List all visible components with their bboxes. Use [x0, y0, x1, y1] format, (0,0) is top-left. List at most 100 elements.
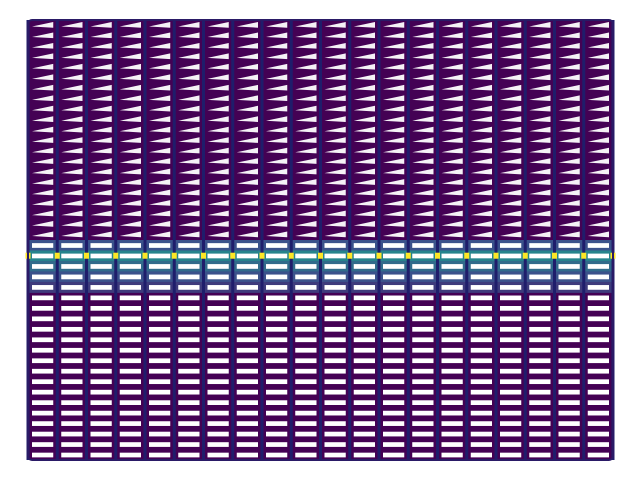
- flow-glyph: [353, 84, 375, 91]
- flow-bar: [500, 316, 522, 322]
- flow-glyph: [383, 105, 405, 112]
- flow-glyph: [236, 22, 258, 28]
- flow-glyph: [236, 95, 258, 102]
- flow-bar: [178, 358, 200, 364]
- flow-bar: [90, 295, 112, 301]
- flow-bar: [295, 295, 317, 301]
- flow-bar: [353, 295, 375, 301]
- flow-glyph: [295, 168, 317, 175]
- flow-glyph: [266, 42, 288, 49]
- flow-bar: [529, 421, 551, 426]
- flow-glyph: [32, 147, 54, 154]
- flow-bar: [441, 316, 463, 322]
- highlight-node: [347, 252, 353, 259]
- flow-bar: [295, 442, 317, 447]
- flow-bar: [178, 285, 200, 290]
- flow-glyph: [529, 32, 551, 39]
- flow-glyph: [470, 179, 492, 185]
- flow-glyph: [178, 22, 200, 28]
- flow-glyph: [236, 179, 258, 185]
- flow-bar: [383, 368, 405, 374]
- flow-glyph: [295, 116, 317, 122]
- flow-bar: [266, 358, 288, 364]
- flow-bar: [119, 337, 141, 343]
- flow-bar: [383, 253, 405, 259]
- flow-bar: [207, 306, 229, 311]
- flow-bar: [412, 389, 434, 395]
- flow-bar: [558, 452, 580, 458]
- flow-bar: [587, 295, 609, 301]
- flow-glyph: [529, 95, 551, 102]
- flow-glyph: [266, 22, 288, 28]
- flow-glyph: [441, 126, 463, 133]
- flow-bar: [32, 431, 54, 437]
- flow-bar: [558, 295, 580, 301]
- flow-bar: [61, 285, 83, 290]
- flow-glyph: [353, 168, 375, 175]
- flow-bar: [149, 431, 171, 437]
- flow-glyph: [500, 179, 522, 185]
- flow-glyph: [119, 231, 141, 238]
- flow-bar: [383, 264, 405, 269]
- flow-bar: [353, 379, 375, 385]
- flow-glyph: [295, 22, 317, 28]
- flow-bar: [61, 347, 83, 353]
- flow-bar: [412, 326, 434, 332]
- flow-bar: [178, 421, 200, 426]
- flow-bar: [470, 400, 492, 405]
- flow-bar: [500, 253, 522, 259]
- flow-bar: [470, 389, 492, 395]
- flow-glyph: [353, 231, 375, 238]
- flow-glyph: [558, 74, 580, 81]
- flow-bar: [236, 337, 258, 343]
- flow-bar: [529, 410, 551, 416]
- flow-bar: [470, 316, 492, 322]
- flow-glyph: [500, 53, 522, 60]
- flow-glyph: [90, 74, 112, 81]
- flow-bar: [470, 243, 492, 248]
- flow-bar: [295, 347, 317, 353]
- flow-glyph: [558, 179, 580, 185]
- flow-glyph: [32, 210, 54, 217]
- flow-bar: [383, 295, 405, 301]
- flow-glyph: [149, 137, 171, 143]
- flow-bar: [119, 389, 141, 395]
- flow-glyph: [587, 32, 609, 39]
- flow-bar: [383, 326, 405, 332]
- flow-bar: [412, 264, 434, 269]
- flow-glyph: [149, 168, 171, 175]
- flow-bar: [587, 410, 609, 416]
- flow-bar: [236, 243, 258, 248]
- highlight-node: [259, 252, 265, 259]
- heatmap-frame: [27, 19, 614, 461]
- flow-glyph: [236, 137, 258, 143]
- flow-glyph: [90, 116, 112, 122]
- flow-bar: [178, 442, 200, 447]
- flow-glyph: [383, 221, 405, 227]
- flow-glyph: [353, 147, 375, 154]
- flow-bar: [529, 337, 551, 343]
- flow-glyph: [90, 147, 112, 154]
- flow-bar: [558, 326, 580, 332]
- flow-bar: [529, 452, 551, 458]
- flow-bar: [295, 326, 317, 332]
- flow-bar: [353, 389, 375, 395]
- flow-glyph: [236, 74, 258, 81]
- flow-glyph: [266, 221, 288, 227]
- flow-glyph: [441, 168, 463, 175]
- flow-bar: [500, 431, 522, 437]
- flow-bar: [529, 431, 551, 437]
- flow-glyph: [266, 137, 288, 143]
- highlight-node: [113, 252, 119, 259]
- flow-bar: [61, 452, 83, 458]
- flow-bar: [441, 243, 463, 248]
- flow-bar: [500, 389, 522, 395]
- flow-glyph: [324, 189, 346, 196]
- flow-bar: [412, 253, 434, 259]
- flow-bar: [61, 431, 83, 437]
- flow-bar: [324, 274, 346, 280]
- flow-glyph: [266, 32, 288, 39]
- flow-bar: [353, 264, 375, 269]
- flow-glyph: [558, 42, 580, 49]
- flow-bar: [500, 368, 522, 374]
